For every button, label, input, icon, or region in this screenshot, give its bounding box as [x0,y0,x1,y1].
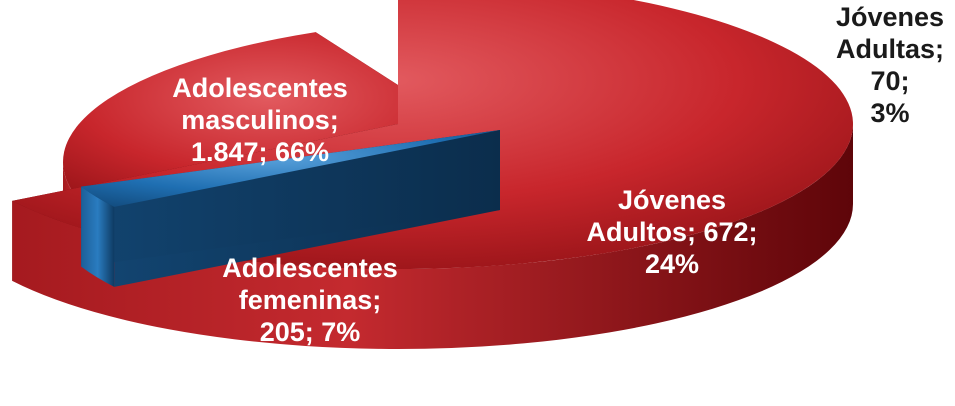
pie-slice-side [81,186,115,287]
pie-data-label: Adolescentes masculinos; 1.847; 66% [172,73,348,167]
pie-slice-side [12,124,854,349]
pie-data-label: Adolescentes femeninas; 205; 7% [222,253,398,347]
pie-data-label: Jóvenes Adultos; 672; 24% [586,185,758,279]
pie-data-label: Jóvenes Adultas; 70; 3% [835,2,945,128]
pie-slice-wall [81,130,501,267]
pie-slices [12,0,854,349]
pie-slice [81,130,501,287]
pie-slice-top [81,130,501,207]
